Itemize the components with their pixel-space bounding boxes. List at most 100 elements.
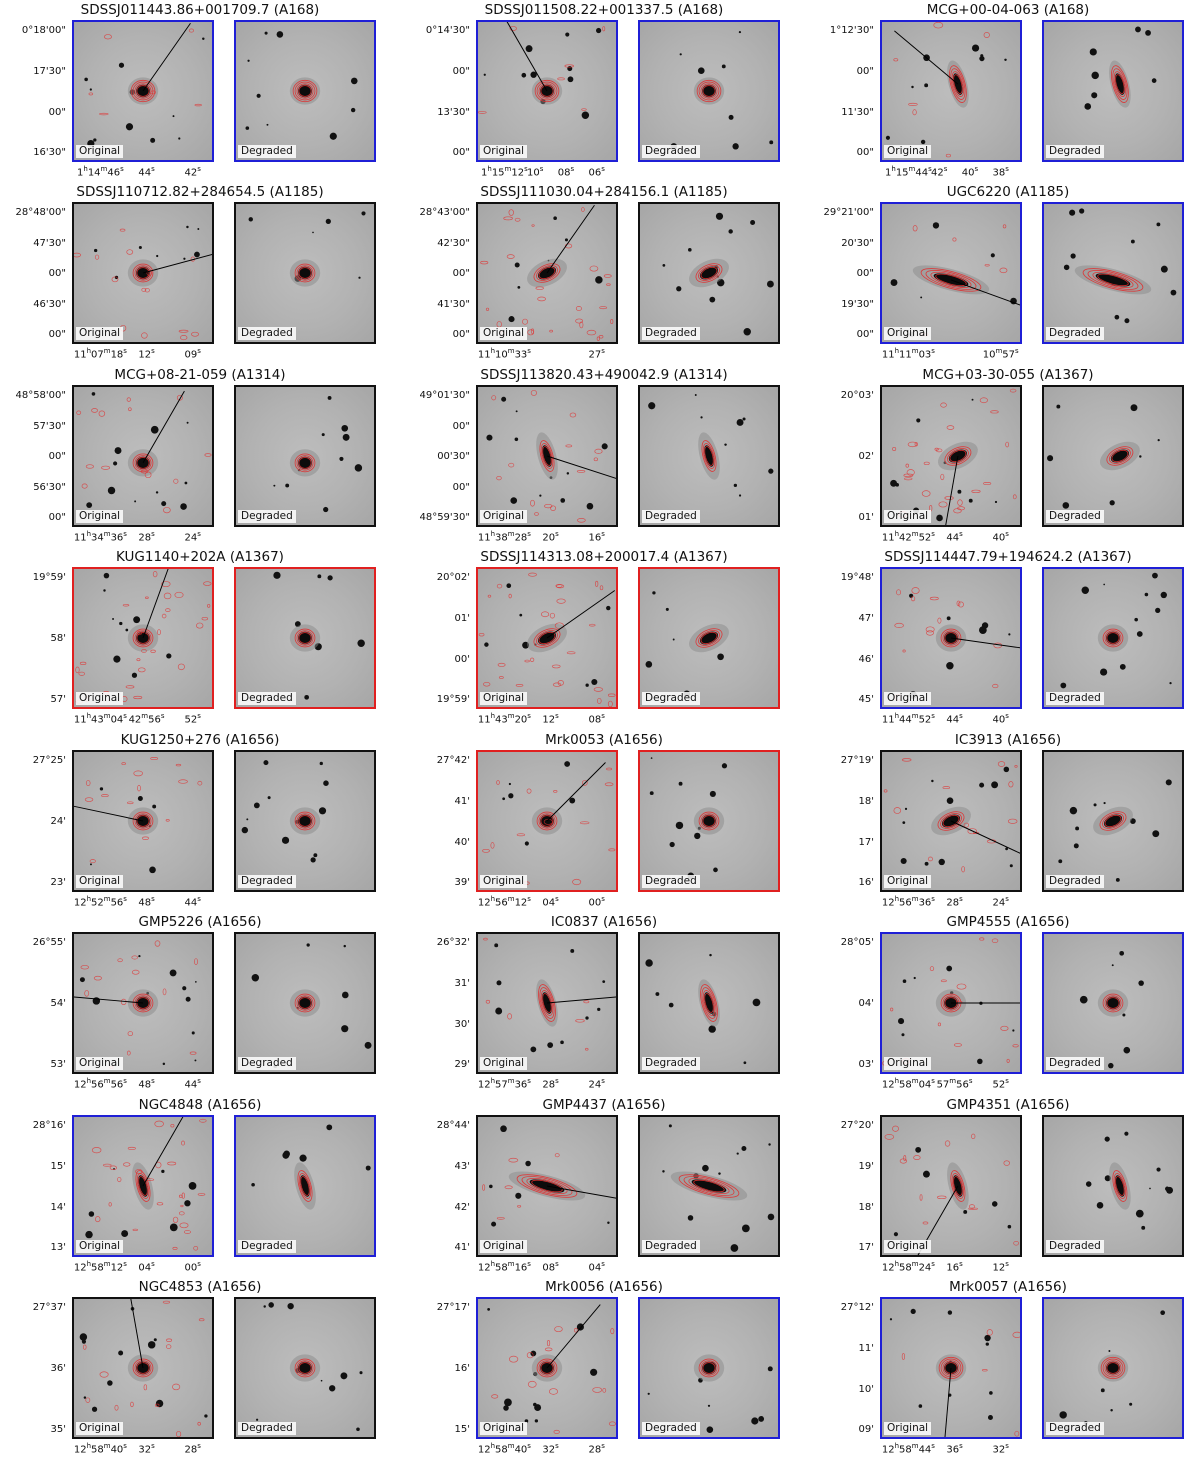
- background-star: [318, 807, 327, 815]
- galaxy-image: [1079, 950, 1144, 1069]
- dec-tick-label: 0°18'00": [21, 25, 66, 37]
- background-star: [340, 1372, 348, 1380]
- background-star: [153, 1338, 157, 1342]
- background-star: [103, 572, 110, 579]
- background-star: [103, 589, 106, 592]
- background-star: [591, 678, 598, 686]
- galaxy-image: [482, 1125, 616, 1227]
- galaxy-cell: KUG1250+276 (A1656) Original Degraded 27°25…: [0, 730, 400, 912]
- degraded-label: Degraded: [1046, 1422, 1104, 1435]
- background-star: [709, 953, 712, 957]
- galaxy-image: [74, 225, 212, 341]
- dec-tick-label: 41': [454, 1242, 470, 1254]
- galaxy-title: KUG1250+276 (A1656): [120, 732, 280, 748]
- dec-tick-label: 00": [452, 481, 470, 493]
- degraded-image-panel: Degraded: [1042, 202, 1184, 344]
- background-star: [1138, 980, 1144, 986]
- background-star: [922, 1170, 930, 1178]
- galaxy-image: [889, 1308, 1020, 1437]
- background-star: [138, 954, 141, 958]
- background-star: [282, 1151, 290, 1159]
- background-star: [567, 76, 574, 83]
- galaxy-image: [256, 1302, 363, 1432]
- ra-tick-label: 08s: [588, 712, 605, 726]
- ra-tick-label: 00s: [184, 1260, 201, 1274]
- background-star: [1130, 404, 1138, 412]
- background-star: [957, 489, 962, 494]
- galaxy-image: [241, 760, 329, 863]
- background-star: [539, 494, 542, 497]
- original-image-panel: Original: [72, 932, 214, 1074]
- original-image-panel: Original: [880, 385, 1022, 527]
- original-image-panel: Original: [880, 1115, 1022, 1257]
- background-star: [707, 1404, 711, 1407]
- dec-tick-label: 27°17': [436, 1302, 470, 1314]
- background-star: [84, 77, 88, 82]
- ra-tick-label: 28s: [946, 895, 963, 909]
- background-star: [1004, 58, 1007, 62]
- motion-direction-line: [142, 569, 169, 639]
- ra-axis-labels: 11h43m20s 12s 08s: [476, 710, 618, 726]
- ra-tick-label: 42m56s: [128, 712, 165, 726]
- galaxy-title: UGC6220 (A1185): [946, 184, 1070, 200]
- original-label: Original: [76, 1422, 124, 1435]
- dec-axis-labels: 19°48' 47' 46' 45': [812, 567, 878, 709]
- background-star: [767, 1213, 775, 1221]
- background-star: [697, 67, 705, 75]
- degraded-image-panel: Degraded: [638, 932, 780, 1074]
- ra-tick-label: 1h15m12s: [481, 165, 528, 179]
- galaxy-image: [76, 390, 212, 514]
- original-image-panel: Original: [880, 567, 1022, 709]
- galaxy-image: [478, 572, 616, 707]
- degraded-image-panel: Degraded: [638, 750, 780, 892]
- dec-tick-label: 0°14'30": [425, 25, 470, 37]
- ra-axis-labels: 12h57m36s 28s 24s: [476, 1075, 618, 1090]
- original-image-panel: Original: [476, 20, 618, 162]
- ra-tick-label: 08s: [557, 165, 575, 179]
- degraded-image-panel: Degraded: [638, 1115, 780, 1257]
- dec-axis-labels: 0°18'00" 17'30" 00" 16'30": [4, 20, 70, 162]
- dec-tick-label: 19': [858, 1161, 874, 1173]
- background-star: [1081, 586, 1089, 594]
- background-star: [514, 437, 519, 442]
- background-star: [1170, 289, 1177, 296]
- original-label: Original: [884, 510, 932, 523]
- background-star: [281, 836, 290, 844]
- degraded-label: Degraded: [642, 510, 700, 523]
- galaxy-image: [75, 569, 212, 704]
- background-star: [483, 73, 486, 76]
- background-star: [354, 464, 363, 472]
- background-star: [150, 425, 159, 434]
- target-galaxy: [1106, 996, 1120, 1010]
- dec-axis-labels: 28°48'00" 47'30" 00" 46'30" 00": [4, 202, 70, 344]
- dec-axis-labels: 28°16' 15' 14' 13': [4, 1115, 70, 1257]
- galaxy-cell: SDSSJ111030.04+284156.1 (A1185) Original D…: [404, 182, 804, 364]
- ra-tick-label: 12h58m44s: [881, 1442, 935, 1456]
- background-star: [920, 139, 926, 145]
- original-image-panel: Original: [72, 385, 214, 527]
- background-star: [195, 981, 197, 983]
- background-star: [1119, 950, 1125, 956]
- original-image-panel: Original: [72, 567, 214, 709]
- background-star: [889, 1318, 893, 1321]
- dec-tick-label: 56'30": [33, 481, 66, 493]
- background-star: [172, 115, 175, 118]
- background-star: [668, 1002, 674, 1008]
- background-star: [1160, 265, 1168, 273]
- background-star: [994, 500, 998, 504]
- background-star: [359, 1371, 363, 1375]
- background-star: [675, 821, 684, 830]
- background-star: [1093, 803, 1097, 807]
- background-star: [1141, 1225, 1146, 1230]
- dec-tick-label: 42'30": [437, 237, 470, 249]
- ra-tick-label: 38s: [992, 165, 1009, 179]
- dec-axis-labels: 27°12' 11' 10' 09': [812, 1297, 878, 1439]
- background-star: [893, 1232, 899, 1237]
- background-star: [524, 1419, 529, 1423]
- background-star: [1091, 92, 1098, 99]
- galaxy-cell: GMP4555 (A1656) Original Degraded 28°05' 04'…: [808, 912, 1200, 1094]
- motion-direction-line: [546, 204, 595, 274]
- degraded-label: Degraded: [238, 510, 296, 523]
- dec-tick-label: 00": [48, 106, 66, 118]
- dec-tick-label: 14': [50, 1201, 66, 1213]
